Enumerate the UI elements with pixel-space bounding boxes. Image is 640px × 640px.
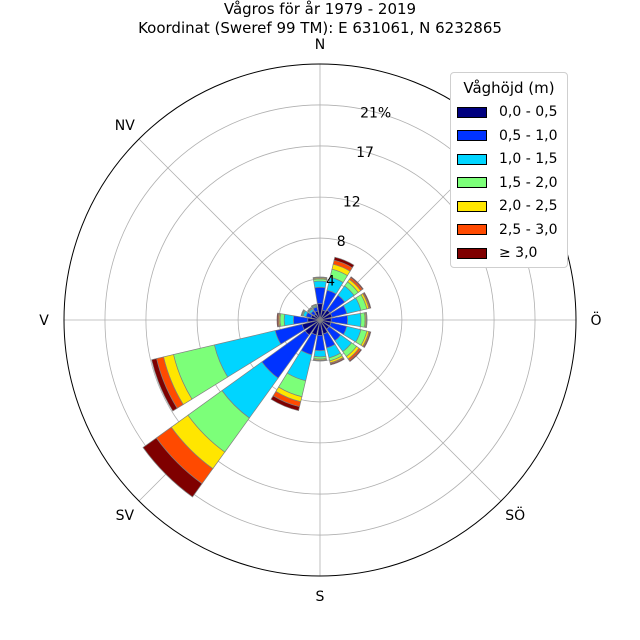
chart-title: Vågros för år 1979 - 2019 bbox=[223, 0, 417, 18]
rose-bar-segment bbox=[329, 357, 345, 366]
rose-bar-segment bbox=[314, 286, 326, 305]
direction-label: V bbox=[39, 313, 49, 329]
radial-tick-label: 8 bbox=[337, 234, 346, 250]
rose-bar-segment bbox=[279, 313, 286, 327]
legend: Våghöjd (m) 0,0 - 0,5 0,5 - 1,0 1,0 - 1,5 1… bbox=[450, 72, 568, 268]
rose-bar-segment bbox=[307, 307, 312, 312]
rose-bar-segment bbox=[333, 256, 355, 269]
rose-bar-segment bbox=[270, 395, 300, 412]
legend-label: ≥ 3,0 bbox=[499, 245, 538, 261]
rose-bar-segment bbox=[300, 309, 305, 317]
legend-item: 1,5 - 2,0 bbox=[457, 174, 557, 192]
legend-swatch bbox=[457, 200, 487, 212]
legend-swatch bbox=[457, 247, 487, 259]
legend-label: 1,0 - 1,5 bbox=[499, 151, 558, 167]
legend-item: 2,0 - 2,5 bbox=[457, 197, 557, 215]
ring-gridline bbox=[196, 196, 444, 444]
legend-label: 1,5 - 2,0 bbox=[499, 174, 558, 191]
legend-swatch bbox=[457, 106, 487, 118]
radial-tick-label: 12 bbox=[343, 194, 361, 210]
rose-bar-segment bbox=[283, 313, 295, 327]
rose-bar-segment bbox=[312, 276, 328, 279]
direction-label: S bbox=[316, 589, 325, 605]
rose-bar-segment bbox=[360, 312, 366, 328]
radial-tick-label: 17 bbox=[356, 145, 374, 161]
rose-bar-segment bbox=[151, 358, 178, 412]
rose-bar-segment bbox=[310, 303, 317, 307]
legend-label: 2,5 - 3,0 bbox=[499, 221, 558, 238]
rose-bar-segment bbox=[142, 437, 203, 498]
legend-item: 0,5 - 1,0 bbox=[457, 127, 557, 145]
rose-bar-segment bbox=[313, 359, 327, 362]
legend-swatch bbox=[457, 224, 487, 235]
legend-item: ≥ 3,0 bbox=[457, 244, 537, 262]
legend-item: 1,0 - 1,5 bbox=[457, 150, 557, 168]
legend-label: 0,0 - 0,5 bbox=[499, 104, 558, 120]
direction-label: SÖ bbox=[505, 506, 525, 524]
rose-bar-segment bbox=[363, 331, 372, 348]
rose-bar-segment bbox=[313, 280, 327, 289]
radial-tick-label: 21% bbox=[360, 105, 391, 121]
direction-label: NV bbox=[115, 118, 135, 134]
legend-item: 0,0 - 0,5 bbox=[457, 103, 557, 121]
chart-subtitle: Koordinat (Sweref 99 TM): E 631061, N 62… bbox=[138, 19, 502, 37]
rose-bar-segment bbox=[314, 334, 326, 352]
rose-bar-segment bbox=[293, 315, 309, 325]
direction-label: N bbox=[315, 37, 325, 53]
direction-label: SV bbox=[116, 508, 135, 524]
rose-bar-segment bbox=[346, 313, 362, 327]
legend-swatch bbox=[457, 177, 487, 188]
direction-label: Ö bbox=[590, 311, 601, 329]
rose-bar-segment bbox=[350, 276, 364, 290]
rose-bar-segment bbox=[365, 312, 368, 328]
legend-swatch bbox=[457, 130, 487, 141]
ring-gridline bbox=[237, 237, 403, 403]
rose-bar-segment bbox=[363, 292, 372, 309]
radial-gridline bbox=[138, 138, 321, 321]
legend-swatch bbox=[457, 153, 487, 165]
ring-gridline bbox=[104, 104, 536, 536]
rose-bar-segment bbox=[313, 349, 327, 358]
rose-bar-segment bbox=[348, 348, 363, 363]
legend-title: Våghöjd (m) bbox=[463, 79, 555, 97]
rose-bar-segment bbox=[276, 312, 279, 328]
radial-tick-label: 4 bbox=[326, 273, 335, 289]
ring-gridline bbox=[145, 145, 495, 495]
legend-label: 2,0 - 2,5 bbox=[499, 198, 558, 214]
legend-item: 2,5 - 3,0 bbox=[457, 221, 557, 239]
legend-label: 0,5 - 1,0 bbox=[499, 127, 558, 144]
outer-frame bbox=[63, 63, 577, 577]
